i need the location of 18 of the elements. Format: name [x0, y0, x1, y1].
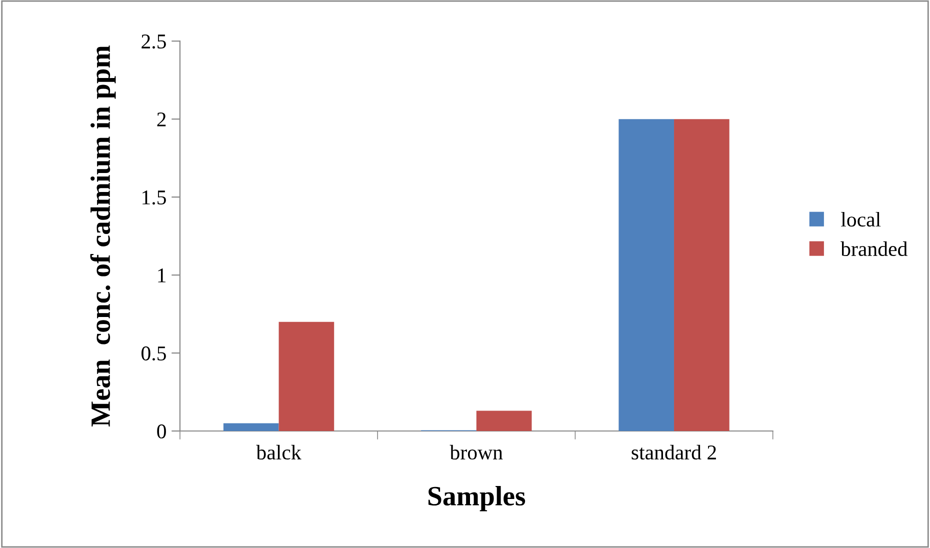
- y-tick-label: 2: [157, 112, 166, 126]
- y-tick-label: 1.5: [142, 190, 166, 205]
- legend-label: branded: [840, 241, 908, 256]
- x-tick-label: balck: [256, 444, 302, 460]
- x-tick-label: standard 2: [632, 444, 716, 460]
- y-tick-label: 1: [158, 268, 166, 282]
- legend-label: local: [841, 212, 881, 227]
- y-tick-label: 0.5: [142, 346, 166, 361]
- y-axis-title: Mean conc. of cadmium in ppm: [90, 46, 116, 427]
- bar: [223, 423, 279, 431]
- bar: [278, 322, 334, 431]
- bar: [476, 410, 532, 431]
- x-tick-label: brown: [450, 444, 503, 460]
- bar: [618, 119, 674, 431]
- x-axis-title: Samples: [428, 486, 526, 512]
- y-tick-label: 2.5: [142, 34, 166, 49]
- y-tick-label: 0: [157, 424, 166, 438]
- bar: [674, 119, 730, 431]
